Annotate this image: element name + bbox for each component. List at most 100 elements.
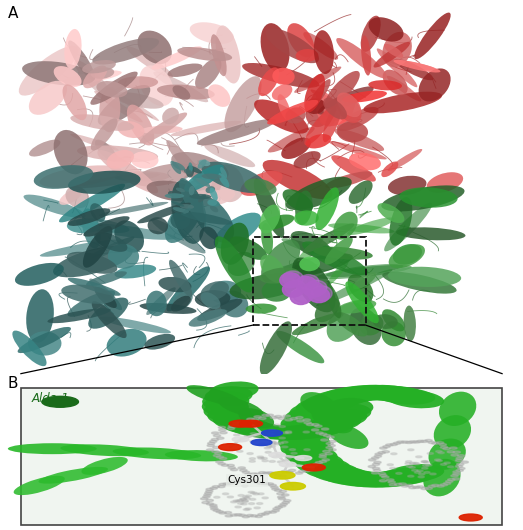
Circle shape: [277, 461, 283, 463]
Circle shape: [315, 425, 322, 427]
Ellipse shape: [287, 23, 314, 57]
Circle shape: [210, 504, 217, 506]
Circle shape: [380, 474, 387, 476]
Ellipse shape: [292, 313, 344, 335]
Circle shape: [373, 469, 381, 472]
Ellipse shape: [99, 316, 171, 333]
Ellipse shape: [188, 165, 202, 173]
Ellipse shape: [209, 382, 258, 400]
Circle shape: [448, 479, 455, 481]
Circle shape: [380, 447, 387, 449]
Circle shape: [225, 515, 232, 517]
Ellipse shape: [291, 231, 333, 259]
Ellipse shape: [202, 173, 222, 180]
Ellipse shape: [286, 108, 306, 123]
Circle shape: [437, 485, 444, 487]
Ellipse shape: [162, 108, 179, 124]
Circle shape: [228, 427, 235, 429]
Ellipse shape: [99, 202, 168, 216]
Ellipse shape: [115, 220, 144, 253]
Circle shape: [262, 513, 269, 515]
Circle shape: [227, 496, 233, 498]
Ellipse shape: [176, 188, 185, 192]
Ellipse shape: [61, 285, 115, 304]
Circle shape: [439, 444, 447, 446]
Ellipse shape: [303, 224, 354, 253]
Circle shape: [254, 481, 262, 483]
Circle shape: [269, 511, 276, 513]
Ellipse shape: [113, 92, 164, 109]
Circle shape: [425, 487, 433, 490]
Ellipse shape: [67, 290, 115, 317]
Circle shape: [250, 432, 256, 435]
Ellipse shape: [328, 223, 395, 233]
Circle shape: [257, 502, 263, 505]
Ellipse shape: [359, 314, 383, 335]
Circle shape: [272, 510, 279, 512]
Ellipse shape: [71, 114, 134, 131]
Circle shape: [237, 502, 244, 505]
Ellipse shape: [199, 227, 219, 249]
Ellipse shape: [388, 149, 422, 171]
Circle shape: [282, 432, 288, 434]
Ellipse shape: [221, 223, 249, 265]
Circle shape: [326, 446, 333, 449]
Circle shape: [213, 435, 221, 437]
Circle shape: [274, 424, 280, 426]
Ellipse shape: [281, 137, 311, 159]
Circle shape: [305, 465, 312, 467]
Ellipse shape: [99, 87, 120, 132]
Ellipse shape: [326, 398, 373, 418]
Ellipse shape: [92, 38, 159, 65]
Circle shape: [382, 450, 390, 453]
Circle shape: [425, 439, 433, 441]
Ellipse shape: [157, 84, 215, 100]
Ellipse shape: [348, 275, 373, 302]
Circle shape: [282, 271, 303, 286]
Ellipse shape: [378, 203, 404, 223]
Ellipse shape: [276, 331, 324, 364]
Circle shape: [371, 457, 379, 459]
Ellipse shape: [137, 202, 191, 223]
Circle shape: [297, 420, 304, 422]
Ellipse shape: [68, 171, 141, 194]
Circle shape: [206, 490, 213, 492]
Circle shape: [322, 459, 329, 461]
Ellipse shape: [134, 163, 195, 187]
Circle shape: [386, 479, 394, 481]
Ellipse shape: [389, 197, 412, 246]
Ellipse shape: [352, 472, 415, 488]
Ellipse shape: [280, 412, 333, 434]
Circle shape: [456, 460, 463, 462]
Ellipse shape: [209, 200, 220, 206]
Circle shape: [457, 463, 464, 465]
Circle shape: [306, 469, 314, 471]
Ellipse shape: [289, 450, 344, 472]
Ellipse shape: [325, 237, 353, 264]
Ellipse shape: [188, 162, 193, 172]
Circle shape: [436, 450, 442, 452]
Circle shape: [241, 421, 248, 423]
Ellipse shape: [316, 269, 393, 306]
Circle shape: [279, 437, 286, 439]
Circle shape: [378, 452, 385, 454]
Ellipse shape: [238, 408, 274, 428]
Ellipse shape: [146, 290, 167, 316]
Circle shape: [222, 493, 229, 495]
Ellipse shape: [77, 145, 158, 162]
Circle shape: [285, 457, 291, 459]
Circle shape: [394, 483, 402, 485]
Circle shape: [214, 496, 220, 498]
Circle shape: [264, 447, 270, 449]
Ellipse shape: [321, 469, 381, 485]
Circle shape: [413, 486, 420, 489]
Circle shape: [241, 503, 247, 505]
Circle shape: [240, 498, 246, 500]
Circle shape: [281, 494, 289, 496]
Ellipse shape: [204, 144, 255, 167]
Circle shape: [440, 463, 447, 465]
Ellipse shape: [369, 17, 404, 41]
Circle shape: [313, 463, 321, 465]
Circle shape: [233, 422, 240, 424]
Circle shape: [326, 443, 334, 445]
